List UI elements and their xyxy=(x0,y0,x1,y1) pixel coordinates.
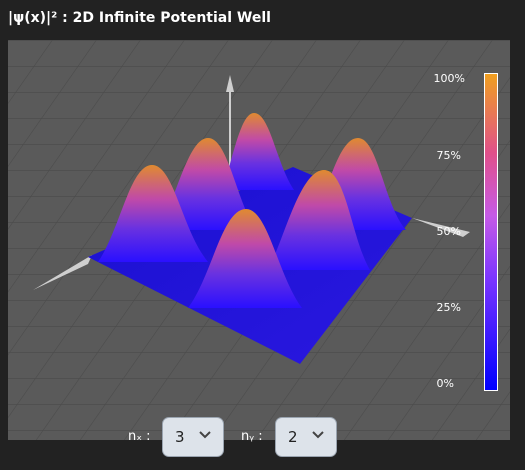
peak-mid-right xyxy=(268,170,370,270)
colorbar-label-50: 50% xyxy=(436,225,461,238)
nx-select[interactable]: 3 xyxy=(162,417,224,457)
nx-label: nₓ : xyxy=(128,429,151,444)
nx-value: 3 xyxy=(175,428,185,446)
colorbar xyxy=(484,73,498,391)
ny-select[interactable]: 2 xyxy=(275,417,337,457)
colorbar-label-25: 25% xyxy=(436,301,461,314)
plot-viewport[interactable] xyxy=(8,40,510,440)
chevron-down-icon xyxy=(199,431,211,439)
y-axis-arrow xyxy=(412,218,470,237)
colorbar-label-75: 75% xyxy=(436,149,461,162)
3d-surface-plot[interactable] xyxy=(8,40,510,440)
colorbar-label-0: 0% xyxy=(436,377,454,390)
x-axis-arrow xyxy=(33,255,92,290)
peak-front-center xyxy=(188,209,302,308)
colorbar-label-100: 100% xyxy=(433,72,465,85)
page-title: |ψ(x)|² : 2D Infinite Potential Well xyxy=(8,10,271,26)
peak-mid-left xyxy=(158,138,256,230)
peak-back-center xyxy=(222,113,294,190)
ny-label: nᵧ : xyxy=(241,429,263,444)
peak-front-left xyxy=(98,165,208,262)
z-axis-arrow xyxy=(226,75,234,92)
ny-value: 2 xyxy=(288,428,298,446)
chevron-down-icon xyxy=(312,431,324,439)
